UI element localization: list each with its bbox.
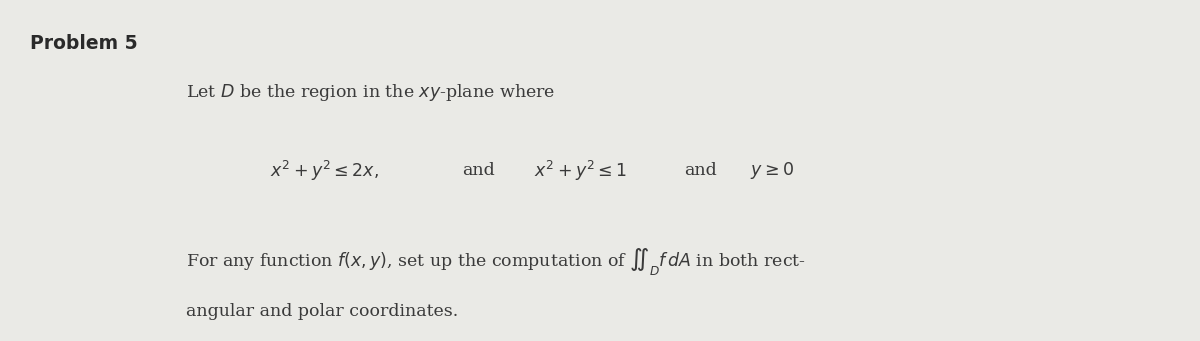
- Text: and: and: [684, 162, 716, 179]
- Text: Problem 5: Problem 5: [30, 34, 138, 53]
- Text: Let $D$ be the region in the $xy$-plane where: Let $D$ be the region in the $xy$-plane …: [186, 82, 556, 103]
- Text: $x^2 + y^2 \leq 2x,$: $x^2 + y^2 \leq 2x,$: [270, 159, 379, 182]
- Text: and: and: [462, 162, 494, 179]
- Text: $y \geq 0$: $y \geq 0$: [750, 160, 794, 181]
- Text: angular and polar coordinates.: angular and polar coordinates.: [186, 303, 458, 321]
- Text: $x^2 + y^2 \leq 1$: $x^2 + y^2 \leq 1$: [534, 159, 628, 182]
- Text: For any function $f(x, y)$, set up the computation of $\iint_D f\,dA$ in both re: For any function $f(x, y)$, set up the c…: [186, 246, 806, 277]
